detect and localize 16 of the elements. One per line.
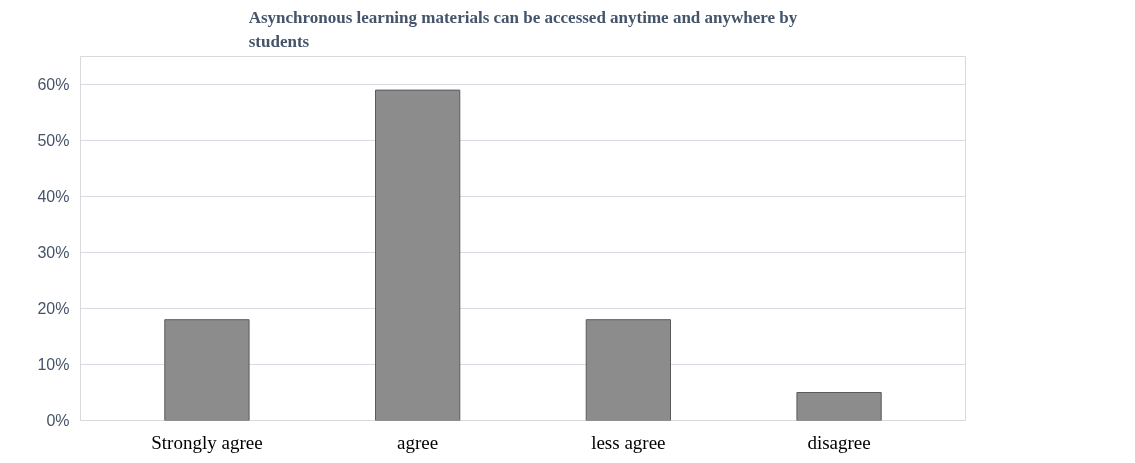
- x-tick-label: Strongly agree: [151, 431, 263, 453]
- y-tick-label: 50%: [37, 132, 70, 149]
- y-tick-label: 0%: [46, 412, 70, 429]
- y-tick-label: 10%: [37, 356, 70, 373]
- x-tick-label: disagree: [807, 431, 871, 453]
- y-tick-label: 40%: [37, 188, 70, 205]
- chart-title: Asynchronous learning materials can be accessed anytime and anywhere by students: [248, 7, 798, 52]
- x-tick-label: agree: [397, 431, 439, 453]
- bar: [796, 392, 882, 421]
- bar: [164, 319, 250, 421]
- y-tick-label: 30%: [37, 244, 70, 261]
- bar: [375, 89, 461, 421]
- y-tick-label: 60%: [37, 76, 70, 93]
- y-tick-label: 20%: [37, 300, 70, 317]
- bar: [585, 319, 671, 421]
- x-tick-label: less agree: [591, 431, 666, 453]
